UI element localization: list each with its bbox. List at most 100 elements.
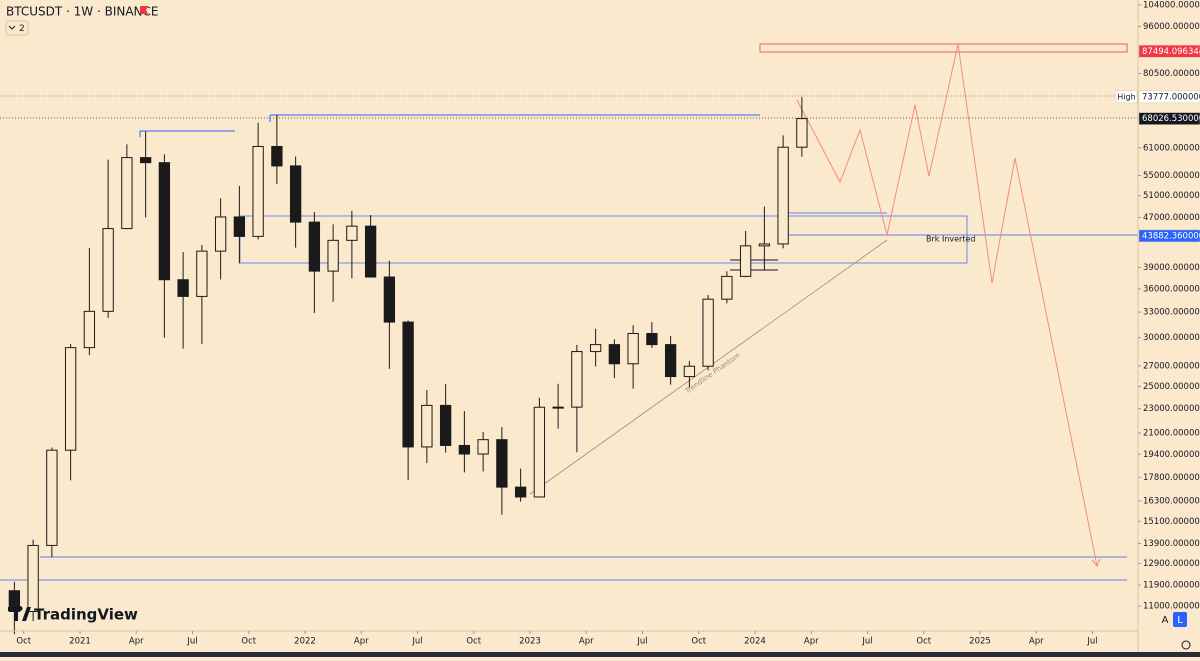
y-tick-label: 51000.00000000 (1143, 191, 1200, 201)
candle-body (777, 146, 789, 245)
candle-body (683, 365, 696, 378)
candle-body (346, 225, 358, 241)
symbol-title: BTCUSDT · 1W · BINANCE (6, 5, 159, 19)
y-tick-label: 36000.00000000 (1143, 284, 1200, 294)
y-tick-label: 21000.00000000 (1143, 429, 1200, 439)
projection-path (796, 43, 1098, 567)
price-tag-box (1115, 90, 1138, 104)
candle-body (402, 321, 414, 448)
candle-body (721, 275, 733, 300)
chevron-icon (8, 25, 16, 30)
y-tick-label: 33000.00000000 (1143, 308, 1200, 318)
candle-body (289, 165, 302, 223)
indicator-count: 2 (19, 24, 25, 34)
x-tick-label: Jul (861, 637, 872, 647)
y-tick-label: 23000.00000000 (1143, 404, 1200, 414)
candle-body (364, 225, 377, 278)
price-label: 43882.36000000 (1142, 231, 1200, 241)
x-tick-label: 2023 (519, 637, 541, 647)
candle-body (27, 544, 39, 613)
price-label: 87494.0963448 (1142, 47, 1200, 57)
y-tick-label: 13900.00000000 (1143, 539, 1200, 549)
candle-body (252, 145, 264, 237)
y-tick-label: 11000.00000000 (1143, 602, 1200, 612)
y-tick-label: 19400.00000000 (1143, 450, 1200, 460)
candle-body (327, 239, 339, 272)
candle-body (589, 344, 602, 353)
y-tick-label: 25000.00000000 (1143, 382, 1200, 392)
x-tick-label: Jul (411, 637, 422, 647)
candle-body (233, 216, 246, 237)
x-tick-label: Oct (916, 637, 931, 647)
candle-body (158, 162, 171, 281)
candle-body (514, 486, 527, 498)
candle-body (646, 332, 658, 346)
candle-body (608, 344, 621, 365)
candle-body (214, 216, 227, 252)
candle-body (83, 310, 96, 349)
candle-body (627, 332, 639, 365)
projection-arrow (1091, 558, 1101, 567)
y-tick-label: 27000.00000000 (1143, 361, 1200, 371)
candle-body (421, 404, 433, 448)
y-tick-label: 11900.00000000 (1143, 581, 1200, 591)
x-tick-label: Oct (691, 637, 706, 647)
price-label: 73777.00000000 (1142, 92, 1200, 102)
x-tick-label: Apr (354, 637, 369, 647)
price-label-box (1138, 229, 1200, 243)
candle-body (796, 118, 808, 148)
indicators-toggle[interactable] (5, 20, 29, 36)
x-tick-label: Jul (1086, 637, 1097, 647)
y-tick-label: 17800.00000000 (1143, 473, 1200, 483)
candle-body (439, 404, 452, 446)
candle-body (739, 245, 752, 277)
x-tick-label: 2024 (744, 637, 766, 647)
candle-body (139, 157, 152, 164)
y-tick-label: 55000.00000000 (1143, 171, 1200, 181)
log-scale-button[interactable] (1173, 612, 1187, 627)
candle-body (477, 439, 489, 455)
logo-mark (8, 606, 31, 621)
settings-icon[interactable] (1181, 640, 1191, 650)
candle-body (271, 145, 283, 167)
x-tick-label: Oct (16, 637, 31, 647)
y-tick-label: 47000.00000000 (1143, 213, 1200, 223)
x-tick-label: Apr (1029, 637, 1044, 647)
axes: 104000.00000000 96000.00000000 80500.00000… (16, 1, 1200, 647)
price-label-box (1138, 90, 1200, 104)
x-tick-label: Jul (186, 637, 197, 647)
y-tick-label: 61000.00000000 (1143, 143, 1200, 153)
x-tick-label: Oct (466, 637, 481, 647)
annotation: Brk Inverted (926, 235, 975, 244)
x-tick-label: Apr (579, 637, 594, 647)
candle-body (46, 449, 58, 546)
auto-scale-button[interactable]: A (1162, 615, 1169, 626)
y-tick-label: 39000.00000000 (1143, 263, 1200, 273)
breaker-box (239, 215, 968, 264)
price-label-box (1138, 45, 1200, 58)
x-tick-label: Apr (804, 637, 819, 647)
log-scale-label: L (1177, 615, 1183, 626)
target-zone (759, 43, 1128, 53)
x-tick-label: Apr (129, 637, 144, 647)
candle-body (458, 444, 471, 455)
y-tick-label: 96000.00000000 (1143, 22, 1200, 32)
candle-body (64, 347, 77, 451)
x-tick-label: Jul (636, 637, 647, 647)
y-tick-label: 15100.00000000 (1143, 517, 1200, 527)
price-label-box (1138, 112, 1200, 125)
x-tick-label: 2022 (294, 637, 316, 647)
x-tick-label: 2025 (969, 637, 991, 647)
candle-body (571, 351, 583, 408)
candle-body (102, 228, 114, 312)
y-tick-label: 12900.00000000 (1143, 559, 1200, 569)
candle-body (533, 406, 546, 498)
y-tick-label: 16300.00000000 (1143, 496, 1200, 506)
candle-body (664, 344, 677, 378)
x-tick-label: Oct (241, 637, 256, 647)
candle-body (121, 157, 133, 230)
candle-body (552, 406, 564, 409)
